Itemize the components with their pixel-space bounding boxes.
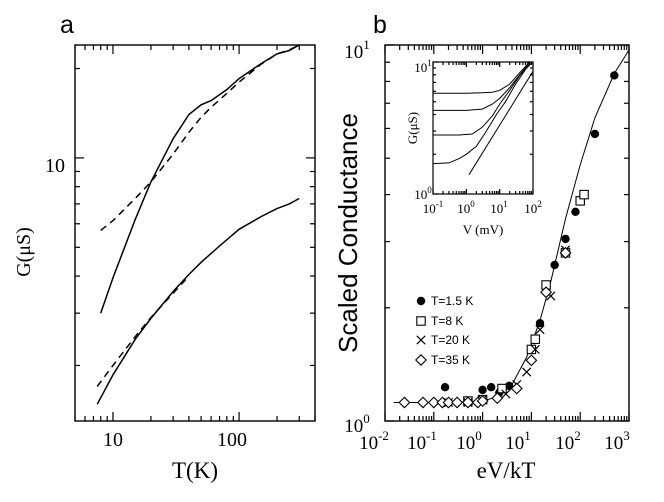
panel-b-xtick-1e3: 103 <box>604 428 630 454</box>
inset-xtick-1e-1: 10-1 <box>423 199 444 216</box>
panel-a: a 10 100 10 T(K) G(μS) <box>13 11 316 483</box>
panel-a-ytick-10: 10 <box>45 155 65 177</box>
marker-t-1-5-k <box>571 207 580 217</box>
legend-symbol-3 <box>416 335 426 345</box>
marker-t-8-k <box>530 334 541 344</box>
inset-chart: 10-1 100 101 102 101 100 V (mV) G(μS) <box>405 58 542 237</box>
inset-xtick-1e0: 100 <box>457 199 475 216</box>
panel-a-series-1-line <box>99 44 300 314</box>
marker-t-1-5-k <box>610 71 619 80</box>
marker-t-1-5-k <box>478 385 487 395</box>
inset-ticks <box>432 61 534 195</box>
legend-label-1: T=1.5 K <box>431 294 473 308</box>
legend-symbols <box>415 296 427 366</box>
marker-t-1-5-k <box>561 234 570 244</box>
marker-t-20-k <box>522 367 532 377</box>
inset-series <box>432 61 534 175</box>
legend: T=1.5 K T=8 K T=20 K T=35 K <box>415 294 473 367</box>
marker-t-1-5-k <box>535 319 545 328</box>
marker-t-35-k <box>461 396 474 409</box>
panel-b-y-axis-label: Scaled Conductance <box>333 113 363 353</box>
inset-xtick-1e2: 102 <box>524 199 542 216</box>
panel-b-x-axis-label: eV/kT <box>477 458 536 483</box>
panel-b-label: b <box>373 11 387 39</box>
marker-t-35-k <box>491 392 504 405</box>
marker-t-20-k <box>535 324 545 335</box>
inset-ytick-labels: 101 100 <box>414 58 432 202</box>
inset-series-1-line <box>433 61 531 94</box>
legend-symbol-2 <box>416 316 426 326</box>
panel-b-xtick-1e1: 101 <box>505 428 531 454</box>
marker-t-35-k <box>427 396 440 409</box>
marker-t-1-5-k <box>440 382 450 392</box>
marker-t-35-k <box>476 395 489 408</box>
inset-ytick-1e0: 100 <box>414 185 432 202</box>
panel-b-xtick-1e2: 102 <box>555 428 581 454</box>
panel-a-xtick-100: 100 <box>217 429 247 451</box>
panel-b: b 10-2 10-1 100 101 102 103 101 100 eV/k… <box>333 11 630 483</box>
inset-ytick-1e1: 101 <box>414 58 432 75</box>
panel-a-series-4-line <box>96 275 190 387</box>
panel-a-x-axis-label: T(K) <box>172 458 218 483</box>
inset-xtick-labels: 10-1 100 101 102 <box>423 199 542 216</box>
legend-symbol-4 <box>415 354 427 366</box>
marker-t-35-k <box>442 396 455 409</box>
panel-b-ytick-labels: 101 100 <box>344 37 370 437</box>
marker-t-35-k <box>510 382 523 395</box>
marker-t-8-k <box>579 189 589 200</box>
panel-a-series-3-line <box>96 197 300 405</box>
inset-series-2-line <box>433 62 531 111</box>
legend-label-4: T=35 K <box>431 353 470 367</box>
marker-t-1-5-k <box>590 129 600 139</box>
panel-b-ytick-1e1: 101 <box>344 37 370 63</box>
inset-series-3-line <box>433 62 531 136</box>
panel-a-y-axis-label: G(μS) <box>13 227 35 277</box>
marker-t-8-k <box>526 344 537 355</box>
panel-a-frame <box>74 44 316 422</box>
marker-t-20-k <box>501 389 511 399</box>
marker-t-35-k <box>416 396 429 409</box>
panel-a-series-2-line <box>100 44 300 231</box>
inset-y-axis-label: G(μS) <box>405 112 420 144</box>
panel-a-label: a <box>60 11 74 39</box>
inset-xtick-1e1: 101 <box>490 199 508 216</box>
panel-b-markers <box>398 71 619 409</box>
marker-t-35-k <box>540 286 553 299</box>
legend-label-2: T=8 K <box>431 314 463 328</box>
marker-t-8-k <box>497 383 507 394</box>
panel-a-series <box>96 44 300 405</box>
marker-t-1-5-k <box>504 381 514 391</box>
panel-b-frame <box>384 44 630 422</box>
legend-symbol-1 <box>416 296 426 306</box>
inset-series-5-line <box>468 71 534 175</box>
legend-label-3: T=20 K <box>431 333 470 347</box>
inset-frame <box>432 61 534 195</box>
marker-t-35-k <box>398 396 411 409</box>
marker-t-35-k <box>525 354 538 367</box>
panel-b-xtick-1e0: 100 <box>456 428 482 454</box>
inset-x-axis-label: V (mV) <box>463 222 504 237</box>
panel-b-xtick-labels: 10-2 10-1 100 101 102 103 <box>359 428 630 454</box>
panel-a-ticks <box>74 45 316 421</box>
panel-b-xtick-1e-1: 10-1 <box>407 428 437 454</box>
inset-series-4-line <box>432 62 532 165</box>
marker-t-1-5-k <box>486 382 496 392</box>
marker-t-20-k <box>530 344 540 355</box>
panel-b-ticks <box>384 44 630 422</box>
marker-t-35-k <box>451 396 464 409</box>
panel-b-ytick-1e0: 100 <box>344 411 370 437</box>
panel-a-xtick-10: 10 <box>103 429 123 451</box>
panel-b-xtick-1e-2: 10-2 <box>359 428 389 454</box>
marker-t-35-k <box>559 246 572 259</box>
marker-t-1-5-k <box>550 260 559 270</box>
